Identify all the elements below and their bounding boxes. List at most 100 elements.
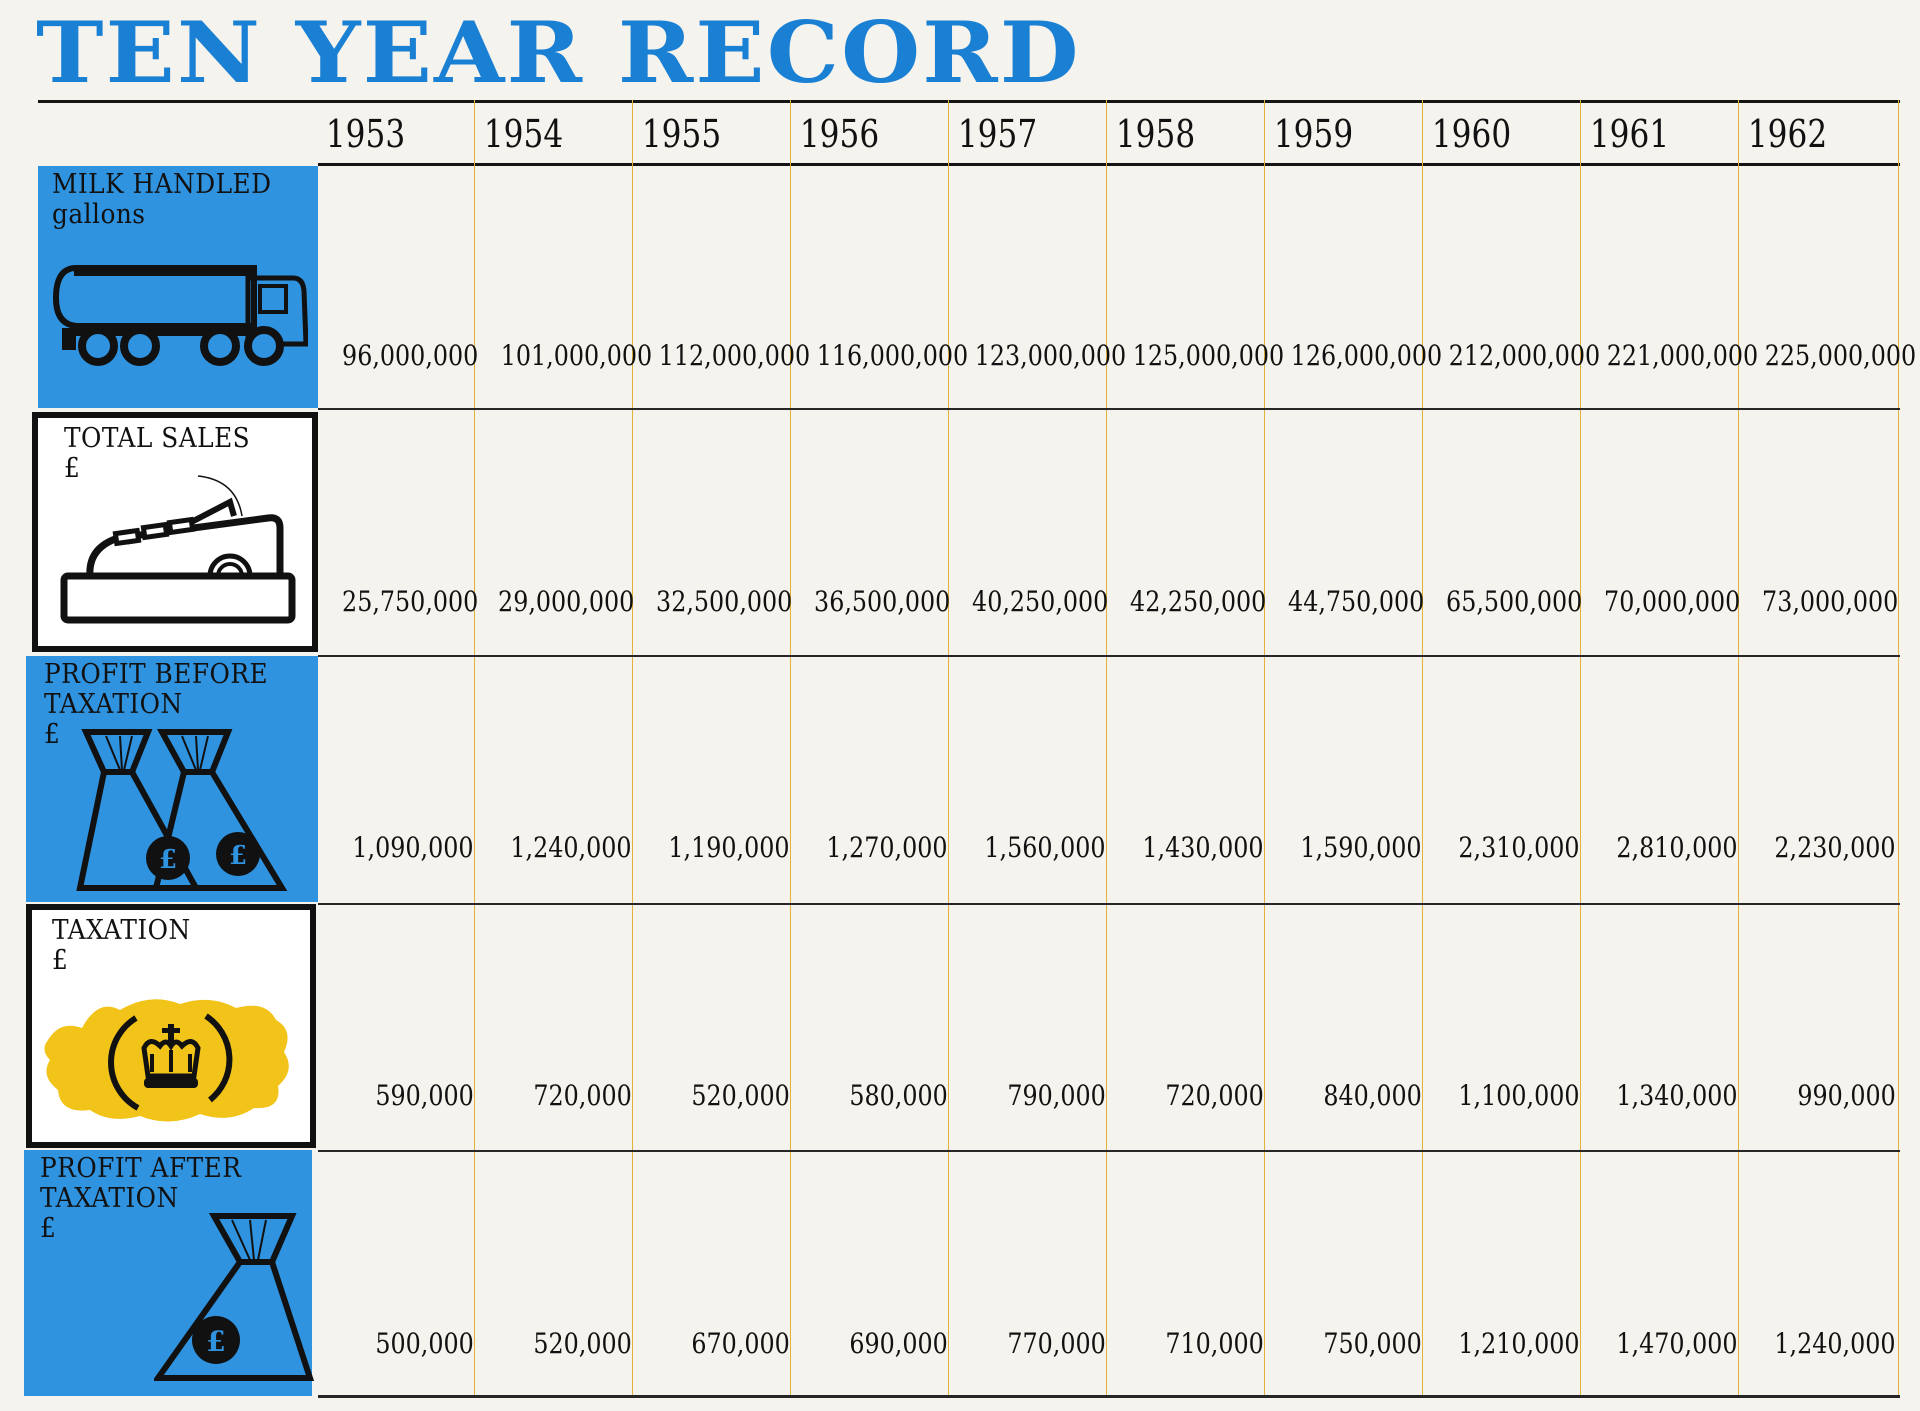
svg-text:£: £ xyxy=(206,1325,225,1358)
value-cell: 720,000 xyxy=(533,1079,632,1112)
value-cell: 1,090,000 xyxy=(352,831,474,864)
row-unit: gallons xyxy=(52,199,146,230)
row-divider xyxy=(318,1150,1900,1152)
row-unit: £ xyxy=(52,945,69,976)
row-label-text: MILK HANDLED xyxy=(52,169,272,200)
row-label-taxation: TAXATION £ xyxy=(26,904,316,1148)
column-divider xyxy=(1422,100,1423,1397)
value-cell: 1,470,000 xyxy=(1616,1327,1738,1360)
header-rule xyxy=(318,163,1900,166)
value-cell: 96,000,000 xyxy=(342,339,479,372)
value-cell: 116,000,000 xyxy=(816,339,969,372)
row-unit: £ xyxy=(64,453,81,484)
value-cell: 1,100,000 xyxy=(1458,1079,1580,1112)
value-cell: 500,000 xyxy=(375,1327,474,1360)
column-divider xyxy=(1898,100,1899,1397)
value-cell: 1,560,000 xyxy=(984,831,1106,864)
value-cell: 580,000 xyxy=(849,1079,948,1112)
row-unit: £ xyxy=(44,719,61,750)
value-cell: 36,500,000 xyxy=(814,585,951,618)
value-cell: 225,000,000 xyxy=(1764,339,1917,372)
value-cell: 70,000,000 xyxy=(1604,585,1741,618)
row-label-text: TAXATION xyxy=(40,1183,179,1214)
value-cell: 29,000,000 xyxy=(498,585,635,618)
row-label-text: PROFIT BEFORE xyxy=(44,659,269,690)
top-rule xyxy=(38,100,1900,103)
column-divider xyxy=(948,100,949,1397)
value-cell: 770,000 xyxy=(1007,1327,1106,1360)
value-cell: 73,000,000 xyxy=(1762,585,1899,618)
value-cell: 40,250,000 xyxy=(972,585,1109,618)
column-divider xyxy=(1738,100,1739,1397)
row-divider xyxy=(318,408,1900,410)
value-cell: 1,430,000 xyxy=(1142,831,1264,864)
row-label-milk-handled: MILK HANDLED gallons xyxy=(38,166,318,408)
row-label-text: TAXATION xyxy=(52,915,191,946)
value-cell: 2,230,000 xyxy=(1774,831,1896,864)
column-divider xyxy=(1264,100,1265,1397)
value-cell: 2,310,000 xyxy=(1458,831,1580,864)
value-cell: 840,000 xyxy=(1323,1079,1422,1112)
year-header: 1956 xyxy=(799,112,880,156)
value-cell: 112,000,000 xyxy=(658,339,811,372)
value-cell: 1,340,000 xyxy=(1616,1079,1738,1112)
bottom-rule xyxy=(318,1395,1900,1398)
value-cell: 221,000,000 xyxy=(1606,339,1759,372)
money-bag-icon: £ xyxy=(154,1213,314,1381)
value-cell: 25,750,000 xyxy=(342,585,479,618)
value-cell: 44,750,000 xyxy=(1288,585,1425,618)
value-cell: 1,190,000 xyxy=(668,831,790,864)
row-label-profit-before-taxation: PROFIT BEFORE TAXATION £ £ £ xyxy=(26,656,318,902)
value-cell: 1,240,000 xyxy=(510,831,632,864)
value-cell: 720,000 xyxy=(1165,1079,1264,1112)
year-header: 1955 xyxy=(641,112,722,156)
value-cell: 670,000 xyxy=(691,1327,790,1360)
value-cell: 65,500,000 xyxy=(1446,585,1583,618)
column-divider xyxy=(1580,100,1581,1397)
value-cell: 42,250,000 xyxy=(1130,585,1267,618)
value-cell: 690,000 xyxy=(849,1327,948,1360)
row-unit: £ xyxy=(40,1213,57,1244)
row-divider xyxy=(318,655,1900,657)
row-label-total-sales: TOTAL SALES £ xyxy=(32,412,318,652)
value-cell: 126,000,000 xyxy=(1290,339,1443,372)
row-label-profit-after-taxation: PROFIT AFTER TAXATION £ £ xyxy=(24,1150,314,1396)
year-header: 1958 xyxy=(1115,112,1196,156)
row-label-text: PROFIT AFTER xyxy=(40,1153,242,1184)
value-cell: 1,270,000 xyxy=(826,831,948,864)
value-cell: 123,000,000 xyxy=(974,339,1127,372)
value-cell: 790,000 xyxy=(1007,1079,1106,1112)
svg-text:£: £ xyxy=(159,845,177,875)
crown-seal-icon xyxy=(44,999,289,1122)
year-header: 1957 xyxy=(957,112,1038,156)
value-cell: 2,810,000 xyxy=(1616,831,1738,864)
year-header: 1960 xyxy=(1431,112,1512,156)
row-label-text: TOTAL SALES xyxy=(64,423,251,454)
page-title: TEN YEAR RECORD xyxy=(36,3,1081,102)
value-cell: 32,500,000 xyxy=(656,585,793,618)
value-cell: 125,000,000 xyxy=(1132,339,1285,372)
column-divider xyxy=(1106,100,1107,1397)
value-cell: 590,000 xyxy=(375,1079,474,1112)
value-cell: 750,000 xyxy=(1323,1327,1422,1360)
value-cell: 990,000 xyxy=(1797,1079,1896,1112)
year-header: 1961 xyxy=(1589,112,1670,156)
column-divider xyxy=(790,100,791,1397)
value-cell: 710,000 xyxy=(1165,1327,1264,1360)
row-divider xyxy=(318,903,1900,905)
year-header: 1954 xyxy=(483,112,564,156)
value-cell: 520,000 xyxy=(533,1327,632,1360)
two-money-bags-icon: £ £ xyxy=(76,729,288,891)
cash-register-icon xyxy=(60,475,296,624)
column-divider xyxy=(632,100,633,1397)
year-header: 1959 xyxy=(1273,112,1354,156)
value-cell: 520,000 xyxy=(691,1079,790,1112)
ten-year-record-table: 1953 1954 1955 1956 1957 1958 1959 1960 … xyxy=(24,100,1917,1398)
column-divider xyxy=(474,100,475,1397)
tanker-truck-icon xyxy=(52,265,308,366)
value-cell: 1,210,000 xyxy=(1458,1327,1580,1360)
value-cell: 1,590,000 xyxy=(1300,831,1422,864)
row-label-text: TAXATION xyxy=(44,689,183,720)
year-header: 1962 xyxy=(1747,112,1828,156)
year-header: 1953 xyxy=(325,112,406,156)
